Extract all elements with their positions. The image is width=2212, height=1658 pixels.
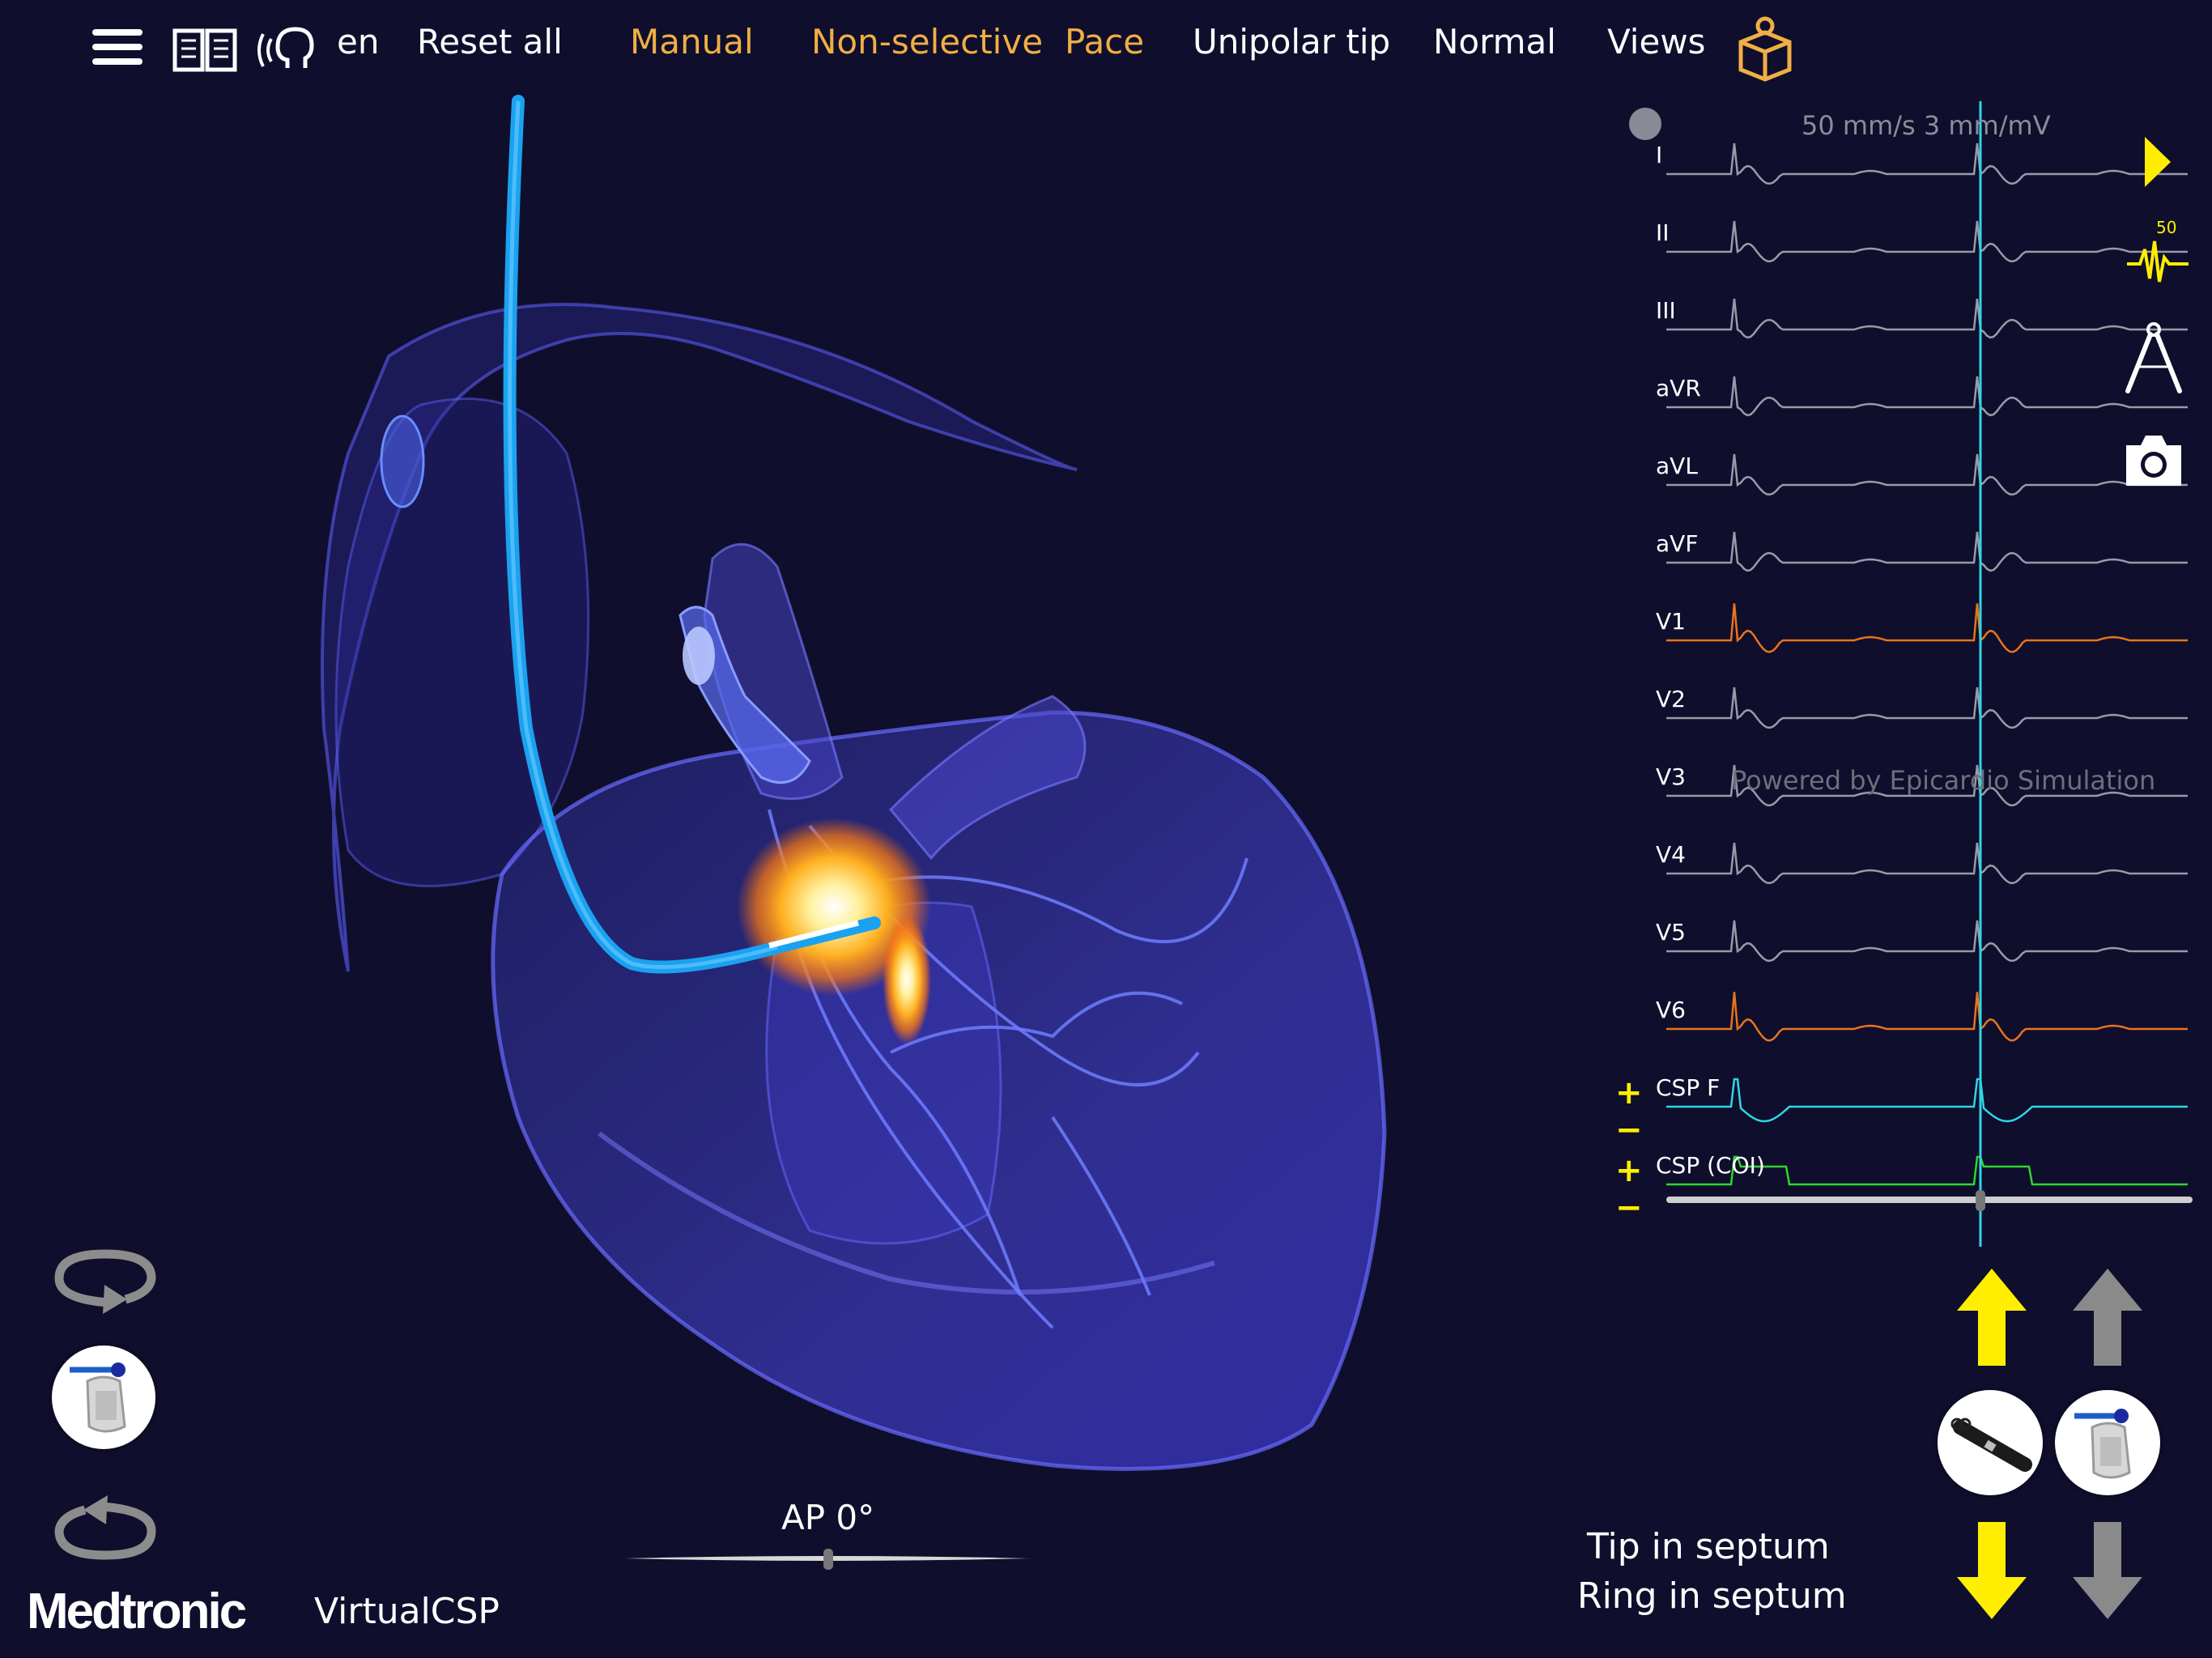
advance-sheath-arrow-up-icon[interactable]	[2071, 1267, 2144, 1371]
ecg-trace-v1	[1666, 603, 2188, 653]
ecg-trace-avl	[1666, 453, 2188, 496]
ecg-scrub-bar[interactable]	[1666, 1197, 2193, 1203]
hamburger-menu-icon[interactable]	[87, 15, 152, 79]
sweep-speed-value: 50	[2156, 218, 2176, 237]
play-icon[interactable]	[2142, 134, 2174, 193]
ecg-trace-v6	[1666, 992, 2188, 1042]
view-angle-label: AP 0°	[781, 1498, 875, 1537]
ecg-lead-label: CSP (COI)	[1656, 1152, 1765, 1179]
ecg-trace-csp-coi-	[1666, 1155, 2188, 1186]
mode-manual-button[interactable]: Manual	[630, 22, 754, 62]
ecg-trace-iii	[1666, 298, 2188, 339]
pace-button[interactable]: Pace	[1065, 22, 1145, 62]
ecg-trace-v3	[1666, 764, 2188, 807]
ecg-trace-v2	[1666, 687, 2188, 729]
sheath-handle-icon[interactable]	[52, 1346, 155, 1449]
open-book-icon[interactable]	[170, 15, 237, 79]
ecg-status-dot	[1629, 108, 1661, 140]
withdraw-sheath-arrow-down-icon[interactable]	[2071, 1520, 2144, 1624]
package-box-icon[interactable]	[1729, 11, 1793, 82]
ecg-lead-label: III	[1656, 297, 1676, 324]
ecg-trace-i	[1666, 142, 2188, 185]
ecg-scrub-thumb[interactable]	[1976, 1190, 1985, 1211]
ecg-lead-label: V1	[1656, 608, 1686, 635]
ecg-lead-label: V5	[1656, 919, 1686, 946]
ecg-lead-label: II	[1656, 219, 1670, 246]
view-angle-slider-thumb	[823, 1549, 833, 1570]
medtronic-logo: Medtronic	[27, 1584, 247, 1639]
ecg-lead-label: CSP F	[1656, 1074, 1721, 1101]
ecg-lead-label: aVF	[1656, 530, 1699, 557]
ecg-lead-label: I	[1656, 142, 1663, 168]
ecg-trace-v5	[1666, 920, 2188, 963]
ecg-trace-v4	[1666, 842, 2188, 885]
calipers-icon[interactable]	[2121, 320, 2186, 400]
ecg-speed-gain-label: 50 mm/s 3 mm/mV	[1802, 110, 2051, 141]
ecg-panel	[1603, 97, 2202, 1255]
ecg-trace-avf	[1666, 531, 2188, 572]
ecg-lead-label: aVL	[1656, 453, 1698, 479]
ecg-trace-avr	[1666, 376, 2188, 417]
withdraw-lead-arrow-down-icon[interactable]	[1955, 1520, 2028, 1624]
views-button[interactable]: Views	[1607, 22, 1706, 62]
unipolar-tip-button[interactable]: Unipolar tip	[1193, 22, 1391, 62]
rotate-counterclockwise-icon[interactable]	[53, 1494, 158, 1570]
ecg-trace-csp-f	[1666, 1078, 2188, 1123]
ecg-lead-label: V4	[1656, 841, 1686, 868]
camera-icon[interactable]	[2121, 427, 2186, 495]
reset-all-button[interactable]: Reset all	[417, 22, 563, 62]
simulation-watermark: Powered by Epicardio Simulation	[1731, 765, 2156, 796]
sheath-handle-icon[interactable]	[2055, 1390, 2160, 1495]
csp-coi-gain-plus[interactable]: +	[1615, 1152, 1643, 1189]
top-toolbar: en Reset all Manual Non-selective Pace U…	[0, 0, 2212, 89]
ecg-trace-ii	[1666, 220, 2188, 263]
rotate-clockwise-icon[interactable]	[53, 1243, 158, 1319]
csp-f-gain-minus[interactable]: −	[1615, 1112, 1643, 1149]
view-angle-slider[interactable]	[623, 1546, 1032, 1571]
capture-non-selective-button[interactable]: Non-selective	[811, 22, 1044, 62]
tip-status: Tip in septum	[1587, 1526, 1830, 1567]
ecg-speed-icon[interactable]: 50	[2125, 217, 2190, 293]
rhythm-normal-button[interactable]: Normal	[1433, 22, 1556, 62]
lead-screw-icon[interactable]	[1938, 1390, 2043, 1495]
ecg-lead-label: V2	[1656, 686, 1686, 712]
voice-head-icon[interactable]	[255, 15, 320, 79]
ecg-lead-label: V3	[1656, 763, 1686, 790]
heart-3d-view[interactable]	[243, 89, 1457, 1530]
csp-f-gain-plus[interactable]: +	[1615, 1074, 1643, 1112]
app-name: VirtualCSP	[314, 1591, 500, 1632]
ecg-lead-label: aVR	[1656, 375, 1701, 402]
csp-coi-gain-minus[interactable]: −	[1615, 1189, 1643, 1226]
advance-lead-arrow-up-icon[interactable]	[1955, 1267, 2028, 1371]
ecg-lead-label: V6	[1656, 997, 1686, 1023]
atrium-shell	[321, 303, 1078, 972]
ring-status: Ring in septum	[1577, 1575, 1847, 1617]
language-selector[interactable]: en	[337, 22, 380, 62]
